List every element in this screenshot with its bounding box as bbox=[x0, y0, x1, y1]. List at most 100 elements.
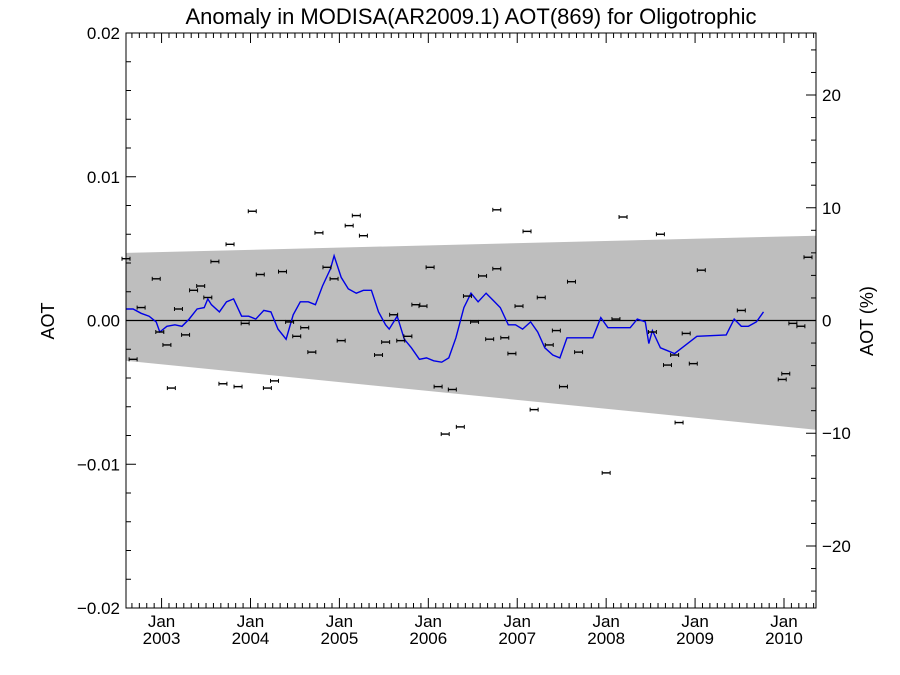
data-point bbox=[351, 213, 361, 218]
data-points bbox=[121, 207, 813, 475]
data-point bbox=[736, 308, 746, 313]
data-point bbox=[233, 384, 243, 389]
data-point bbox=[166, 386, 176, 391]
data-point bbox=[418, 304, 428, 309]
y-tick-label: 0.00 bbox=[87, 312, 120, 331]
data-point bbox=[255, 272, 265, 277]
y2-tick-label: −10 bbox=[822, 424, 851, 443]
data-point bbox=[329, 276, 339, 281]
data-point bbox=[796, 324, 806, 329]
data-point bbox=[210, 259, 220, 264]
x-tick-label-year: 2009 bbox=[676, 629, 714, 648]
data-point bbox=[136, 305, 146, 310]
data-point bbox=[336, 338, 346, 343]
data-point bbox=[688, 361, 698, 366]
x-tick-label-month: Jan bbox=[681, 612, 708, 631]
y-axis-label: AOT bbox=[38, 302, 58, 339]
data-point bbox=[425, 265, 435, 270]
data-point bbox=[433, 384, 443, 389]
y2-axis-label: AOT (%) bbox=[857, 286, 877, 356]
data-point bbox=[529, 407, 539, 412]
data-point bbox=[492, 266, 502, 271]
data-point bbox=[440, 432, 450, 437]
x-tick-label-month: Jan bbox=[592, 612, 619, 631]
data-point bbox=[277, 269, 287, 274]
axis-ticks: −0.02−0.010.000.010.02−20−1001020Jan2003… bbox=[77, 24, 851, 648]
data-point bbox=[558, 384, 568, 389]
x-tick-label-month: Jan bbox=[237, 612, 264, 631]
data-point bbox=[485, 337, 495, 342]
x-tick-label-year: 2010 bbox=[765, 629, 803, 648]
data-point bbox=[507, 351, 517, 356]
data-point bbox=[663, 363, 673, 368]
data-point bbox=[611, 317, 621, 322]
x-tick-label-year: 2005 bbox=[320, 629, 358, 648]
data-point bbox=[536, 295, 546, 300]
data-point bbox=[462, 294, 472, 299]
data-point bbox=[478, 273, 488, 278]
data-point bbox=[674, 420, 684, 425]
data-point bbox=[670, 353, 680, 357]
data-point bbox=[307, 350, 317, 355]
data-point bbox=[314, 230, 324, 235]
data-point bbox=[803, 255, 813, 260]
x-tick-label-month: Jan bbox=[148, 612, 175, 631]
x-tick-label-year: 2006 bbox=[409, 629, 447, 648]
data-point bbox=[181, 332, 191, 337]
data-point bbox=[381, 340, 391, 345]
data-point bbox=[128, 357, 138, 362]
data-point bbox=[655, 232, 665, 237]
y-tick-label: −0.02 bbox=[77, 599, 120, 618]
y2-tick-label: 20 bbox=[822, 86, 841, 105]
data-point bbox=[544, 342, 554, 347]
uncertainty-band bbox=[126, 235, 816, 430]
data-point bbox=[322, 265, 332, 270]
data-point bbox=[522, 229, 532, 234]
y-tick-label: 0.02 bbox=[87, 24, 120, 43]
data-point bbox=[247, 209, 257, 214]
data-point bbox=[358, 233, 368, 238]
data-point bbox=[262, 386, 272, 391]
data-point bbox=[777, 377, 787, 382]
data-point bbox=[574, 350, 584, 355]
data-point bbox=[647, 330, 657, 334]
data-point bbox=[285, 319, 295, 324]
data-point bbox=[696, 268, 706, 273]
data-point bbox=[292, 334, 302, 339]
x-tick-label-year: 2004 bbox=[232, 629, 270, 648]
data-point bbox=[470, 319, 480, 324]
x-tick-label-year: 2007 bbox=[498, 629, 536, 648]
data-point bbox=[173, 307, 183, 311]
data-point bbox=[403, 334, 413, 339]
data-point bbox=[300, 325, 310, 330]
data-point bbox=[396, 338, 406, 343]
x-tick-label-month: Jan bbox=[415, 612, 442, 631]
x-tick-label-month: Jan bbox=[326, 612, 353, 631]
data-point bbox=[618, 215, 628, 219]
data-point bbox=[551, 328, 561, 333]
data-point bbox=[196, 284, 206, 288]
data-point bbox=[601, 470, 611, 475]
data-point bbox=[781, 371, 791, 376]
data-point bbox=[514, 304, 524, 309]
data-point bbox=[240, 321, 250, 326]
x-tick-label-month: Jan bbox=[504, 612, 531, 631]
data-point bbox=[269, 378, 279, 383]
x-tick-label-year: 2008 bbox=[587, 629, 625, 648]
data-point bbox=[389, 312, 399, 317]
uncertainty-band-area bbox=[126, 235, 816, 430]
y-tick-label: −0.01 bbox=[77, 455, 120, 474]
x-tick-label-month: Jan bbox=[770, 612, 797, 631]
data-point bbox=[155, 330, 165, 334]
data-point bbox=[151, 276, 161, 281]
data-point bbox=[203, 295, 213, 300]
data-point bbox=[492, 207, 502, 212]
data-point bbox=[374, 353, 384, 357]
data-point bbox=[566, 279, 576, 284]
data-point bbox=[681, 331, 691, 336]
data-point bbox=[447, 387, 457, 392]
data-point bbox=[225, 242, 235, 247]
y2-tick-label: 0 bbox=[822, 312, 831, 331]
y2-tick-label: −20 bbox=[822, 537, 851, 556]
